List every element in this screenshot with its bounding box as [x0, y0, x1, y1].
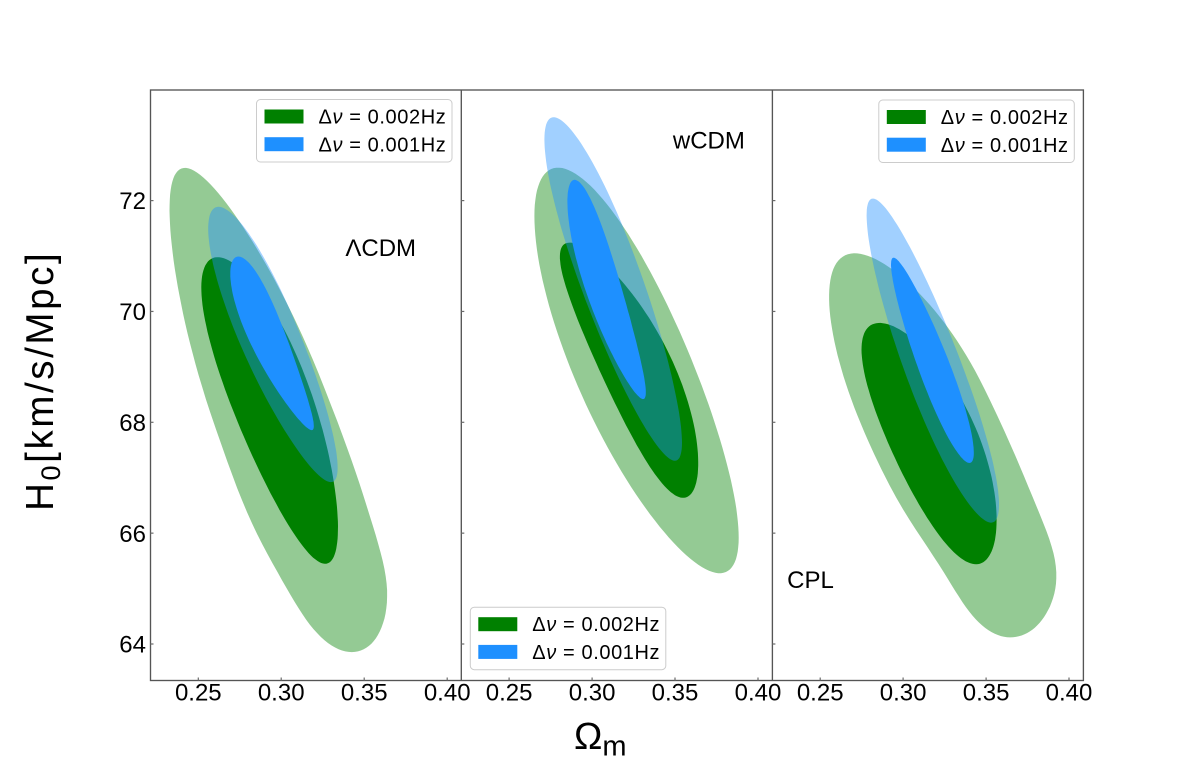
svg-text:0.35: 0.35 — [963, 680, 1010, 707]
svg-text:0.40: 0.40 — [1046, 680, 1093, 707]
svg-text:0.40: 0.40 — [424, 680, 471, 707]
svg-text:0.35: 0.35 — [652, 680, 699, 707]
svg-text:64: 64 — [119, 632, 146, 659]
svg-text:Δν = 0.002Hz: Δν = 0.002Hz — [941, 107, 1069, 129]
svg-text:wCDM: wCDM — [672, 127, 745, 154]
svg-text:Δν = 0.001Hz: Δν = 0.001Hz — [941, 135, 1069, 157]
svg-text:0.30: 0.30 — [258, 680, 305, 707]
svg-text:Δν = 0.002Hz: Δν = 0.002Hz — [532, 614, 660, 636]
svg-text:Δν = 0.001Hz: Δν = 0.001Hz — [532, 642, 660, 664]
svg-text:0.40: 0.40 — [735, 680, 782, 707]
svg-text:70: 70 — [119, 299, 146, 326]
svg-text:72: 72 — [119, 188, 146, 215]
svg-text:0.35: 0.35 — [341, 680, 388, 707]
svg-text:Δν = 0.001Hz: Δν = 0.001Hz — [319, 134, 447, 156]
svg-text:0.30: 0.30 — [880, 680, 927, 707]
svg-text:Δν = 0.002Hz: Δν = 0.002Hz — [319, 106, 447, 128]
svg-text:ΛCDM: ΛCDM — [345, 235, 416, 262]
svg-text:0.30: 0.30 — [569, 680, 616, 707]
svg-text:H0[km/s/Mpc]: H0[km/s/Mpc] — [19, 251, 66, 511]
svg-text:0.25: 0.25 — [175, 680, 222, 707]
svg-text:66: 66 — [119, 521, 146, 548]
svg-text:0.25: 0.25 — [797, 680, 844, 707]
svg-text:CPL: CPL — [787, 567, 834, 594]
svg-text:0.25: 0.25 — [486, 680, 533, 707]
svg-text:68: 68 — [119, 410, 146, 437]
